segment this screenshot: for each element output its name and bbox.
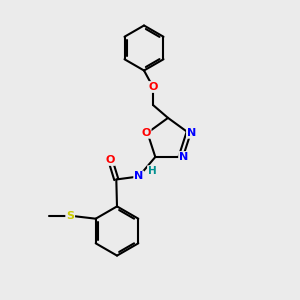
Text: N: N bbox=[187, 128, 196, 138]
Text: S: S bbox=[66, 211, 74, 221]
Text: H: H bbox=[148, 166, 157, 176]
Text: O: O bbox=[148, 82, 158, 92]
Text: O: O bbox=[106, 155, 115, 165]
Text: O: O bbox=[141, 128, 151, 138]
Text: N: N bbox=[179, 152, 188, 162]
Text: N: N bbox=[134, 172, 143, 182]
